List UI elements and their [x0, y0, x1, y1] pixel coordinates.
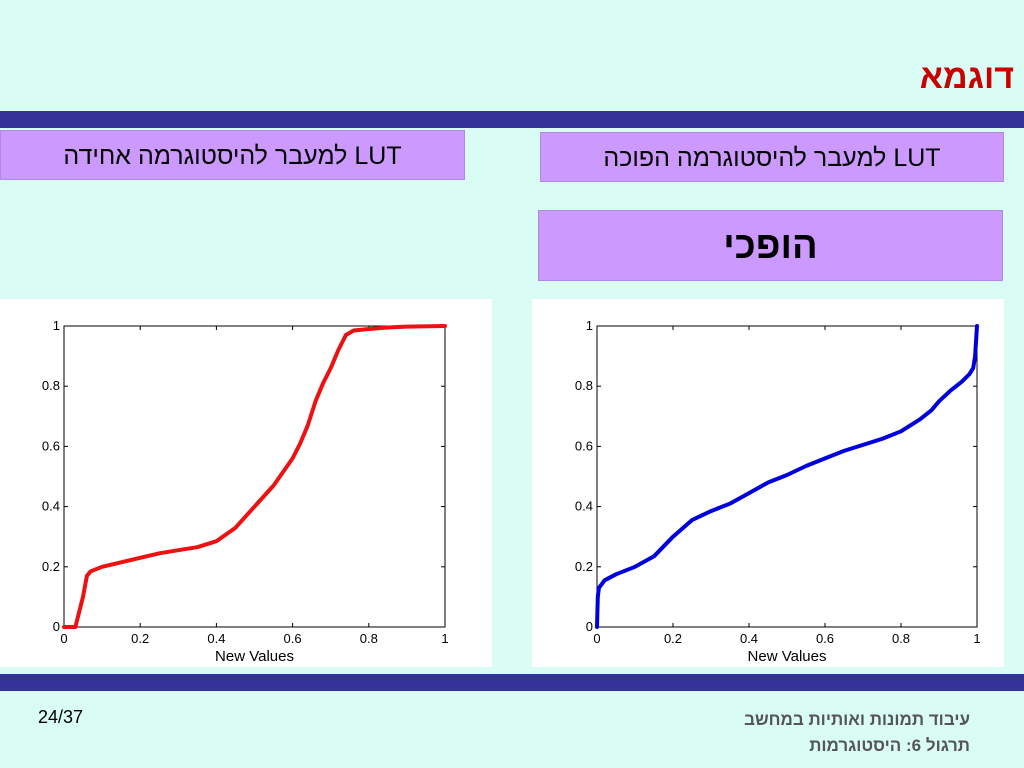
chart-left: 0 0.2 0.4 0.6 0.8 1 0 0.2 0.4 0.6 0.8 1 New Values: [42, 318, 449, 665]
x-tick-label: 0.4: [740, 631, 758, 646]
x-axis-label: New Values: [215, 648, 294, 665]
slide-title: דוגמא: [919, 58, 1014, 96]
y-tick-label: 0: [586, 619, 593, 634]
x-tick-label: 0.8: [360, 631, 378, 646]
axes-box: [63, 325, 446, 628]
series-line-right-0: [595, 324, 979, 629]
y-tick-label: 0.2: [42, 559, 60, 574]
chart-right-panel: 0 0.2 0.4 0.6 0.8 1 0 0.2 0.4 0.6 0.8 1 New Values: [532, 299, 1004, 667]
x-tick-label: 0.8: [892, 631, 910, 646]
x-tick-label: 0.4: [207, 631, 225, 646]
x-axis-label: New Values: [748, 648, 827, 665]
y-tick-label: 1: [53, 318, 60, 333]
y-tick-label: 0.6: [42, 438, 60, 453]
x-tick-label: 1: [973, 631, 980, 646]
chart-right: 0 0.2 0.4 0.6 0.8 1 0 0.2 0.4 0.6 0.8 1 New Values: [575, 318, 981, 665]
x-tick-label: 0.2: [131, 631, 149, 646]
footer-line-1: עיבוד תמונות ואותיות במחשב: [744, 710, 970, 729]
axes-box: [596, 325, 978, 628]
bottom-divider-bar: [0, 674, 1024, 691]
label-uniform-lut: LUT למעבר להיסטוגרמה אחידה: [0, 130, 465, 180]
footer-line-2: תרגול 6: היסטוגרמות: [809, 736, 970, 755]
series-line-left-0: [62, 324, 447, 629]
y-tick-label: 0: [53, 619, 60, 634]
top-divider-bar: [0, 111, 1024, 128]
x-tick-label: 0.6: [284, 631, 302, 646]
y-tick-label: 0.4: [575, 499, 593, 514]
y-tick-label: 0.4: [42, 499, 60, 514]
x-tick-label: 1: [441, 631, 448, 646]
label-inverse-lut: LUT למעבר להיסטוגרמה הפוכה: [540, 132, 1004, 182]
y-tick-label: 0.2: [575, 559, 593, 574]
y-tick-label: 0.8: [575, 378, 593, 393]
y-tick-label: 0.6: [575, 438, 593, 453]
y-tick-label: 1: [586, 318, 593, 333]
footer-course-info: עיבוד תמונות ואותיות במחשב תרגול 6: היסט…: [744, 707, 970, 759]
y-tick-label: 0.8: [42, 378, 60, 393]
x-tick-label: 0.6: [816, 631, 834, 646]
x-tick-label: 0: [60, 631, 67, 646]
x-tick-label: 0: [593, 631, 600, 646]
x-tick-label: 0.2: [664, 631, 682, 646]
chart-left-panel: 0 0.2 0.4 0.6 0.8 1 0 0.2 0.4 0.6 0.8 1 New Values: [0, 299, 492, 667]
page-number: 24/37: [38, 707, 84, 727]
label-inverse: הופכי: [538, 210, 1003, 281]
